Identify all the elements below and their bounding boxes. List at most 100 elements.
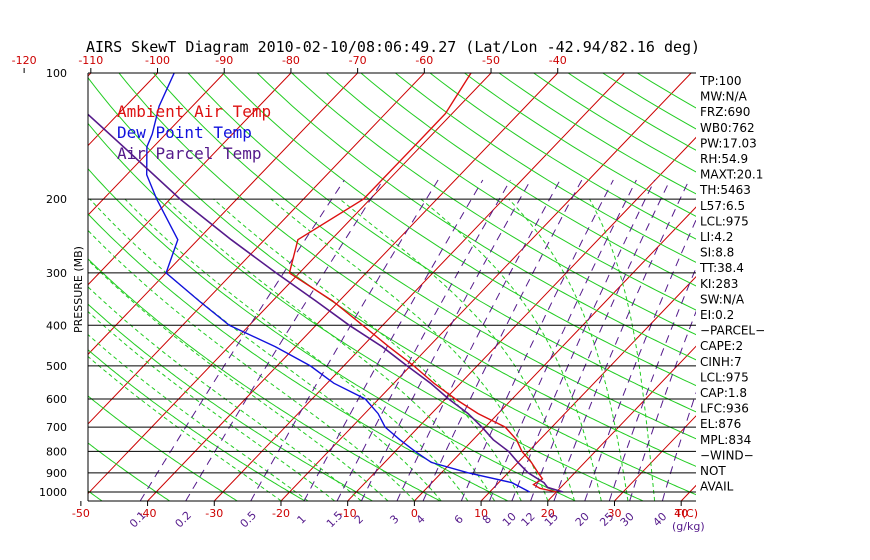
pressure-tick-label: 800 xyxy=(46,445,67,458)
mixing-ratio-tick-label: 10 xyxy=(500,510,519,529)
mixing-ratio-line xyxy=(185,179,384,501)
stability-index: FRZ:690 xyxy=(700,105,750,119)
stability-index: LCL:975 xyxy=(700,370,749,384)
pressure-tick-label: 900 xyxy=(46,467,67,480)
dry-adiabat-line xyxy=(88,168,576,501)
top-temp-tick-label: -70 xyxy=(349,54,367,67)
pressure-tick-label: 300 xyxy=(46,267,67,280)
isotherm-line xyxy=(0,73,24,501)
moist-adiabat-line xyxy=(88,333,309,501)
moist-adiabat-line xyxy=(124,198,469,501)
dewpoint-line xyxy=(145,73,531,493)
moist-adiabat-line xyxy=(88,229,415,501)
mixing-ratio-tick-label: 4 xyxy=(414,512,428,526)
dry-adiabat-line xyxy=(88,349,306,501)
temp-tick-label: -50 xyxy=(72,507,90,520)
dry-adiabat-line xyxy=(187,73,696,413)
moist-adiabat-line xyxy=(88,355,282,501)
mixing-ratio-line xyxy=(584,218,696,501)
moist-adiabat-line xyxy=(88,310,335,501)
isotherm-line xyxy=(614,415,696,501)
top-temp-tick-label: -40 xyxy=(549,54,567,67)
mixing-ratio-line xyxy=(629,310,696,501)
dry-adiabat-line xyxy=(498,73,696,195)
stability-index: KI:283 xyxy=(700,277,738,291)
legend-entry: Air Parcel Temp xyxy=(117,144,262,163)
stability-index: TH:5463 xyxy=(699,183,751,197)
isotherm-line xyxy=(748,73,870,501)
pressure-tick-label: 200 xyxy=(46,193,67,206)
moist-adiabat-line xyxy=(589,198,656,501)
top-temp-tick-label: -110 xyxy=(78,54,103,67)
mixing-ratio-line xyxy=(511,179,656,501)
isotherm-line xyxy=(480,276,696,501)
pressure-tick-label: 600 xyxy=(46,393,67,406)
dry-adiabat-line xyxy=(153,73,696,440)
stability-index: WB0:762 xyxy=(700,121,755,135)
temp-unit-label: T(C) xyxy=(674,507,698,520)
mixing-ratio-line xyxy=(553,179,690,501)
top-temp-tick-label: -90 xyxy=(215,54,233,67)
mixing-ratio-tick-label: 20 xyxy=(573,510,592,529)
stability-index: AVAIL xyxy=(700,480,734,494)
temp-tick-label: 30 xyxy=(607,507,621,520)
isotherm-line xyxy=(88,73,158,147)
temp-tick-label: -10 xyxy=(339,507,357,520)
isotherm-line xyxy=(280,73,692,501)
dry-adiabat-line xyxy=(88,76,696,496)
top-temp-tick-label: -100 xyxy=(145,54,170,67)
pressure-tick-label: 100 xyxy=(46,67,67,80)
stability-index: SI:8.8 xyxy=(700,246,734,260)
isotherm-line xyxy=(88,73,425,425)
moist-adiabat-line xyxy=(270,198,549,501)
stability-index: CAP:1.8 xyxy=(700,386,747,400)
dry-adiabat-line xyxy=(222,73,696,387)
mixing-ratio-line xyxy=(396,179,561,501)
stability-index: L57:6.5 xyxy=(700,199,745,213)
dry-adiabat-line xyxy=(88,490,103,501)
stability-index: TT:38.4 xyxy=(699,261,744,275)
temp-tick-label: -30 xyxy=(205,507,223,520)
stability-index: NOT xyxy=(700,464,726,478)
mixing-ratio-line xyxy=(530,179,671,501)
mixing-ratio-line xyxy=(608,266,696,501)
mixing-ratio-unit-label: (g/kg) xyxy=(672,520,705,533)
stability-index: −WIND− xyxy=(700,448,754,462)
isotherm-line xyxy=(147,73,559,501)
temperature-line xyxy=(288,73,557,493)
dry-adiabat-line xyxy=(360,73,696,287)
moist-adiabat-line xyxy=(165,198,495,501)
mixing-ratio-tick-label: 40 xyxy=(650,510,669,529)
mixing-ratio-tick-label: 2 xyxy=(352,512,366,526)
stability-index: CAPE:2 xyxy=(700,339,743,353)
moist-adiabat-line xyxy=(420,198,602,501)
stability-index: LFC:936 xyxy=(700,402,749,416)
stability-index: SW:N/A xyxy=(700,292,745,306)
mixing-ratio-tick-label: 0.5 xyxy=(238,509,260,531)
stability-index: MAXT:20.1 xyxy=(700,168,763,182)
temp-tick-label: -20 xyxy=(272,507,290,520)
stability-index: PW:17.03 xyxy=(700,136,757,150)
isotherm-line xyxy=(88,73,292,286)
y-axis-label: PRESSURE (MB) xyxy=(72,246,85,333)
moist-adiabat-line xyxy=(508,198,629,501)
moist-adiabat-line xyxy=(89,198,442,501)
top-temp-tick-label: -50 xyxy=(482,54,500,67)
legend-entry: Dew Point Temp xyxy=(117,123,252,142)
temp-tick-label: 0 xyxy=(411,507,418,520)
pressure-tick-label: 400 xyxy=(46,319,67,332)
dry-adiabat-line xyxy=(88,442,170,501)
mixing-ratio-line xyxy=(139,179,345,501)
dry-adiabat-line xyxy=(291,73,696,336)
mixing-ratio-line xyxy=(422,179,583,501)
stability-index: EI:0.2 xyxy=(700,308,734,322)
mixing-ratio-line xyxy=(489,179,637,501)
mixing-ratio-tick-label: 8 xyxy=(480,512,494,526)
isotherm-line xyxy=(547,345,696,501)
mixing-ratio-line xyxy=(661,391,696,501)
stability-index: LCL:975 xyxy=(700,214,749,228)
dry-adiabat-line xyxy=(256,73,696,361)
mixing-ratio-line xyxy=(336,179,511,501)
temp-tick-label: 40 xyxy=(674,507,688,520)
